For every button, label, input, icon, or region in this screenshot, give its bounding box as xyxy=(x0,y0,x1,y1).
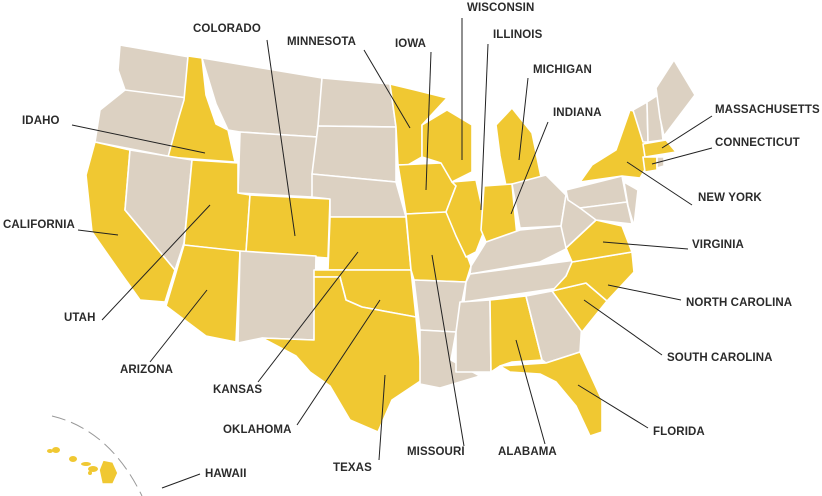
label-massachusetts: MASSACHUSETTS xyxy=(715,104,820,116)
leader-line-oklahoma xyxy=(296,299,381,426)
leader-line-iowa xyxy=(425,51,432,191)
label-illinois: ILLINOIS xyxy=(493,29,543,41)
label-connecticut: CONNECTICUT xyxy=(715,137,800,149)
label-arizona: ARIZONA xyxy=(120,364,174,376)
leader-line-alabama xyxy=(515,339,546,445)
leader-line-illinois xyxy=(480,43,489,211)
label-indiana: INDIANA xyxy=(553,107,602,119)
hawaii-island xyxy=(88,466,98,472)
label-iowa: IOWA xyxy=(395,38,427,50)
state-wisconsin xyxy=(421,109,473,183)
leader-line-connecticut xyxy=(651,147,713,165)
label-oklahoma: OKLAHOMA xyxy=(223,424,292,436)
label-north-carolina: NORTH CAROLINA xyxy=(686,297,793,309)
hawaii-island xyxy=(81,462,91,466)
label-florida: FLORIDA xyxy=(653,426,705,438)
state-hawaii xyxy=(98,459,119,485)
state-ohio xyxy=(511,174,567,229)
label-missouri: MISSOURI xyxy=(407,446,465,458)
label-utah: UTAH xyxy=(64,312,96,324)
state-florida xyxy=(499,351,603,437)
label-alabama: ALABAMA xyxy=(498,446,557,458)
state-connecticut xyxy=(642,156,658,173)
state-colorado xyxy=(245,194,331,259)
state-new-jersey xyxy=(623,181,639,227)
state-rhode-island xyxy=(656,156,665,169)
leader-line-massachusetts xyxy=(661,115,713,149)
label-minnesota: MINNESOTA xyxy=(287,36,357,48)
state-north-carolina xyxy=(551,251,635,302)
leader-line-idaho xyxy=(71,124,206,154)
hawaii-island xyxy=(47,449,53,453)
leader-line-missouri xyxy=(431,254,465,447)
label-wisconsin: WISCONSIN xyxy=(467,2,535,14)
label-michigan: MICHIGAN xyxy=(533,64,592,76)
label-idaho: IDAHO xyxy=(22,115,60,127)
state-michigan xyxy=(495,107,543,187)
label-virginia: VIRGINIA xyxy=(692,239,744,251)
state-new-mexico xyxy=(237,250,317,344)
hawaii-island xyxy=(69,456,77,462)
label-texas: TEXAS xyxy=(333,462,372,474)
label-south-carolina: SOUTH CAROLINA xyxy=(667,352,773,364)
state-south-dakota xyxy=(311,125,397,183)
label-hawaii: HAWAII xyxy=(205,468,247,480)
leader-line-colorado xyxy=(266,39,296,237)
state-wyoming xyxy=(237,131,319,198)
leader-line-arizona xyxy=(149,289,208,363)
label-colorado: COLORADO xyxy=(193,23,261,35)
state-maine xyxy=(655,59,696,137)
state-illinois xyxy=(445,179,487,258)
state-nevada xyxy=(124,149,193,271)
leader-line-michigan xyxy=(518,77,529,161)
label-california: CALIFORNIA xyxy=(3,219,75,231)
leader-line-indiana xyxy=(510,121,549,215)
leader-line-south-carolina xyxy=(583,299,663,356)
state-kansas xyxy=(327,216,412,271)
leader-line-california xyxy=(77,229,119,236)
hawaii-island xyxy=(52,447,60,453)
label-kansas: KANSAS xyxy=(213,384,263,396)
state-idaho xyxy=(167,55,236,163)
state-mississippi xyxy=(455,299,492,373)
state-texas xyxy=(261,276,423,433)
leader-line-florida xyxy=(577,384,649,429)
leader-line-minnesota xyxy=(363,49,411,129)
leader-line-kansas xyxy=(257,251,359,383)
label-new-york: NEW YORK xyxy=(698,192,762,204)
leader-line-virginia xyxy=(602,241,689,250)
hawaii-island xyxy=(88,471,92,475)
leader-line-hawaii xyxy=(161,473,201,489)
state-maryland xyxy=(579,201,633,225)
hawaii-inset-divider xyxy=(51,415,143,496)
leader-line-new-york xyxy=(626,161,693,206)
leader-line-utah xyxy=(101,204,211,321)
leader-line-texas xyxy=(378,374,386,461)
leader-line-north-carolina xyxy=(607,284,682,301)
